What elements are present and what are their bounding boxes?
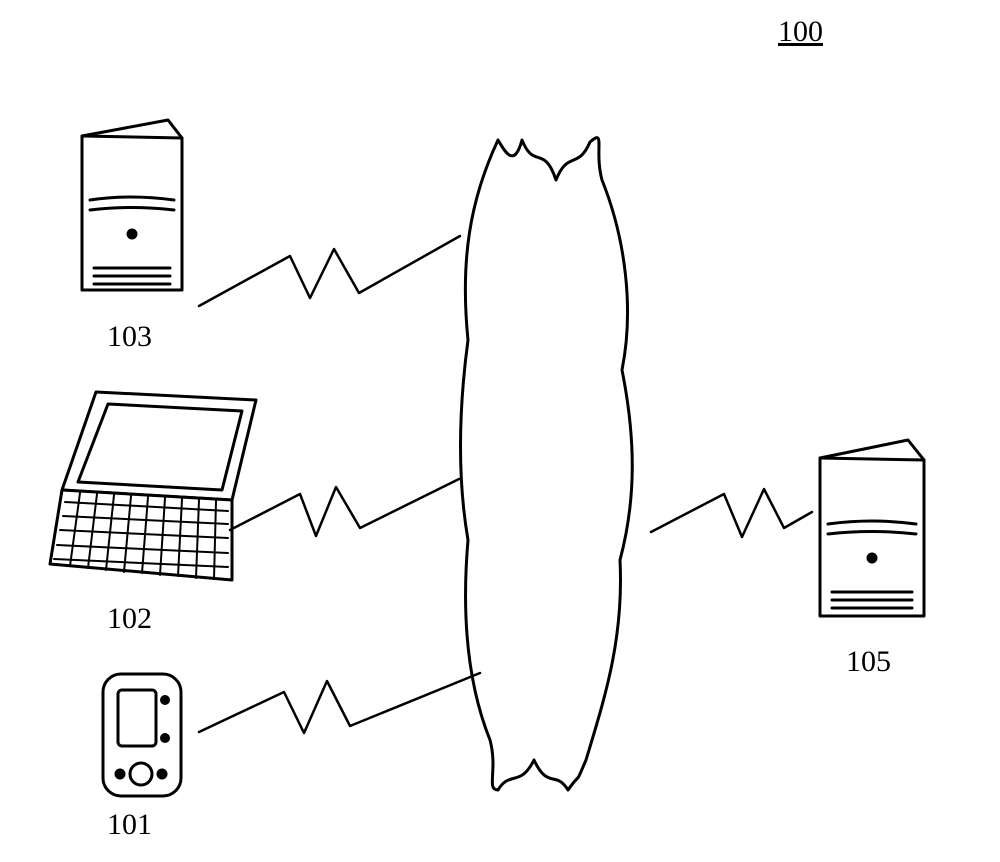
laptop-icon <box>50 392 256 580</box>
phone-icon <box>103 674 181 796</box>
diagram-svg <box>0 0 1000 862</box>
server-icon <box>82 120 182 290</box>
wireless-link <box>651 489 812 537</box>
wireless-link <box>230 479 459 536</box>
wireless-link <box>199 673 480 733</box>
wireless-link <box>199 236 460 306</box>
server-icon <box>820 440 924 616</box>
cloud-icon <box>460 138 632 790</box>
diagram-canvas: 100 103 102 101 104 105 <box>0 0 1000 862</box>
